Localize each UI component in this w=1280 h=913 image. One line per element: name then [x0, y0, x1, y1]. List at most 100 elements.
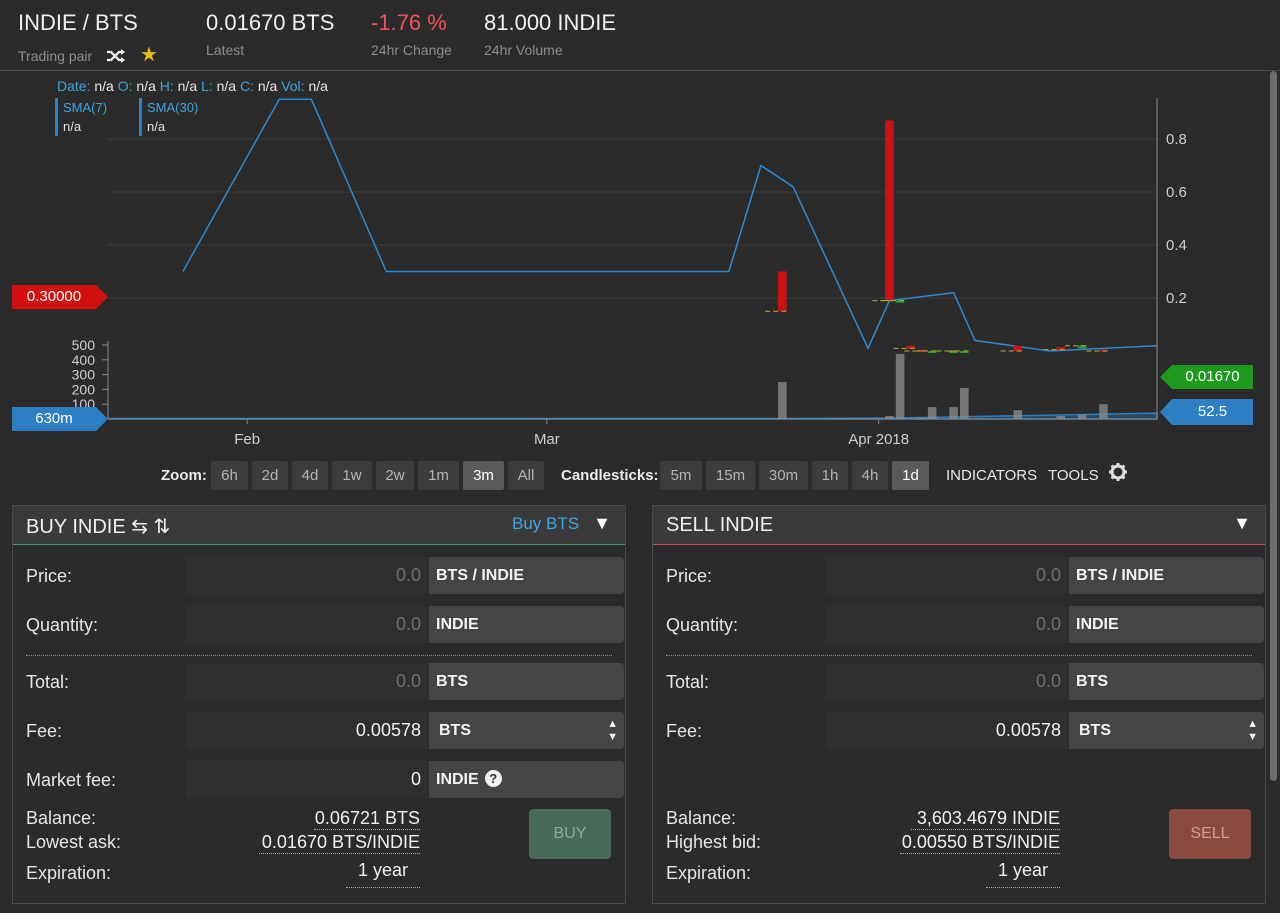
ohlc-low-key: L: — [201, 78, 213, 94]
collapse-triangle-icon[interactable]: ▼ — [593, 513, 611, 533]
time-axis-tick: Apr 2018 — [848, 431, 909, 448]
buy-expiration-value[interactable]: 1 year — [346, 859, 420, 888]
sell-expiration-label: Expiration: — [666, 863, 752, 883]
ohlc-open-value: n/a — [136, 78, 156, 94]
page-scrollbar[interactable] — [1268, 71, 1280, 913]
pair-block: INDIE / BTS Trading pair ★ — [18, 10, 158, 67]
zoom-2d[interactable]: 2d — [252, 461, 288, 490]
volume-block: 81.000 INDIE 24hr Volume — [484, 10, 616, 58]
sell-price-row: Price: 0.0 BTS / INDIE — [666, 557, 1264, 594]
candle-body — [906, 345, 916, 349]
ohlc-open-key: O: — [117, 78, 133, 94]
price-axis-tick: 0.4 — [1166, 237, 1187, 254]
volume-bar — [1099, 404, 1108, 419]
pair-label-row: Trading pair ★ — [18, 42, 158, 67]
sma7-value: n/a — [63, 119, 82, 134]
buy-divider — [26, 655, 612, 656]
candle-1h[interactable]: 1h — [812, 461, 848, 490]
price-axis-tick: 0.6 — [1166, 184, 1187, 201]
sell-fee-label: Fee: — [666, 721, 703, 741]
market-header: INDIE / BTS Trading pair ★ 0.01670 BTS L… — [0, 0, 1280, 71]
sell-balance-value[interactable]: 3,603.4679 INDIE — [911, 807, 1060, 830]
zoom-1m[interactable]: 1m — [418, 461, 459, 490]
buy-quantity-label: Quantity: — [26, 615, 99, 635]
change-label: 24hr Change — [371, 42, 452, 58]
candle-15m[interactable]: 15m — [706, 461, 755, 490]
sell-total-label: Total: — [666, 672, 710, 692]
sell-price-input[interactable]: 0.0 — [826, 557, 1069, 594]
gear-icon[interactable] — [1108, 462, 1128, 486]
candle-1d[interactable]: 1d — [892, 461, 929, 490]
buy-price-unit: BTS / INDIE — [429, 557, 624, 594]
sell-quantity-input[interactable]: 0.0 — [826, 606, 1069, 643]
buy-fee-label: Fee: — [26, 721, 63, 741]
candle-body — [960, 351, 969, 353]
sma30-title: SMA(30) — [147, 100, 199, 115]
scrollbar-thumb[interactable] — [1270, 71, 1277, 781]
buy-market-fee-unit-box: INDIE? — [429, 761, 624, 798]
sell-button[interactable]: SELL — [1169, 809, 1251, 859]
buy-price-row: Price: 0.0 BTS / INDIE — [26, 557, 624, 594]
zoom-1w[interactable]: 1w — [332, 461, 372, 490]
sma-line — [182, 98, 1158, 352]
sell-quantity-label: Quantity: — [666, 615, 739, 635]
sell-fee-asset-select[interactable]: BTS ▲ ▼ — [1069, 712, 1264, 749]
lowest-ask-value[interactable]: 0.01670 BTS/INDIE — [259, 831, 420, 854]
price-chart[interactable]: 0.8 0.6 0.4 0.2 500 400 300 200 100 Feb Mar Apr 201… — [0, 71, 1268, 456]
indicators-button[interactable]: INDICATORS — [946, 467, 1038, 484]
pair-title: INDIE / BTS — [18, 10, 138, 35]
zoom-4d[interactable]: 4d — [292, 461, 328, 490]
volume-axis-tick: 300 — [72, 367, 96, 383]
buy-fee-value: 0.00578 — [186, 712, 429, 749]
buy-panel: BUY INDIE ⇆ ⇅ Buy BTS ▼ Price: 0.0 BTS /… — [12, 505, 626, 904]
buy-price-input[interactable]: 0.0 — [186, 557, 429, 594]
buy-fee-asset-select[interactable]: BTS ▲ ▼ — [429, 712, 624, 749]
time-axis-tick: Mar — [534, 431, 560, 448]
volume-bar — [778, 382, 787, 419]
help-icon[interactable]: ? — [484, 770, 502, 787]
ohlc-close-value: n/a — [257, 78, 278, 94]
crosshair-volume-tag-arrow — [96, 407, 108, 431]
sell-panel-title[interactable]: SELL INDIE — [666, 514, 774, 536]
zoom-2w[interactable]: 2w — [376, 461, 414, 490]
crosshair-price-tag: 0.30000 — [12, 285, 96, 309]
sell-expiration-value[interactable]: 1 year — [986, 859, 1060, 888]
buy-price-label: Price: — [26, 566, 73, 586]
time-axis-tick: Feb — [234, 431, 260, 448]
buy-total-input[interactable]: 0.0 — [186, 663, 429, 700]
candle-body — [949, 351, 958, 353]
candle-body — [1013, 345, 1023, 351]
last-volume-tag-arrow — [1160, 399, 1172, 425]
sell-fee-row: Fee: 0.00578 BTS ▲ ▼ — [666, 712, 1264, 749]
buy-market-fee-unit: INDIE — [436, 771, 479, 788]
volume-bar — [927, 407, 937, 419]
tools-button[interactable]: TOOLS — [1048, 467, 1099, 484]
sell-total-input[interactable]: 0.0 — [826, 663, 1069, 700]
candle-body — [895, 300, 905, 303]
select-arrows-icon: ▲ ▼ — [1247, 718, 1258, 743]
sma7-legend[interactable]: SMA(7) n/a — [55, 98, 107, 136]
candle-4h[interactable]: 4h — [852, 461, 888, 490]
buy-bts-link[interactable]: Buy BTS — [512, 514, 580, 533]
sma30-legend[interactable]: SMA(30) n/a — [139, 98, 198, 136]
highest-bid-value[interactable]: 0.00550 BTS/INDIE — [900, 832, 1060, 854]
zoom-6h[interactable]: 6h — [211, 461, 248, 490]
candle-5m[interactable]: 5m — [660, 461, 702, 490]
zoom-3m[interactable]: 3m — [463, 461, 504, 490]
crosshair-price-tag-arrow — [96, 285, 108, 309]
buy-quantity-unit: INDIE — [429, 606, 624, 643]
volume-label: 24hr Volume — [484, 42, 563, 58]
buy-panel-title[interactable]: BUY INDIE ⇆ ⇅ — [26, 516, 171, 538]
buy-quantity-input[interactable]: 0.0 — [186, 606, 429, 643]
buy-total-label: Total: — [26, 672, 70, 692]
buy-button[interactable]: BUY — [529, 809, 611, 859]
candle-30m[interactable]: 30m — [759, 461, 808, 490]
sell-price-label: Price: — [666, 566, 713, 586]
shuffle-icon[interactable] — [106, 48, 126, 67]
buy-balance-value[interactable]: 0.06721 BTS — [314, 808, 420, 830]
sell-price-unit: BTS / INDIE — [1069, 557, 1264, 594]
star-icon[interactable]: ★ — [139, 44, 158, 66]
collapse-triangle-icon[interactable]: ▼ — [1233, 513, 1251, 533]
zoom-all[interactable]: All — [508, 461, 544, 490]
